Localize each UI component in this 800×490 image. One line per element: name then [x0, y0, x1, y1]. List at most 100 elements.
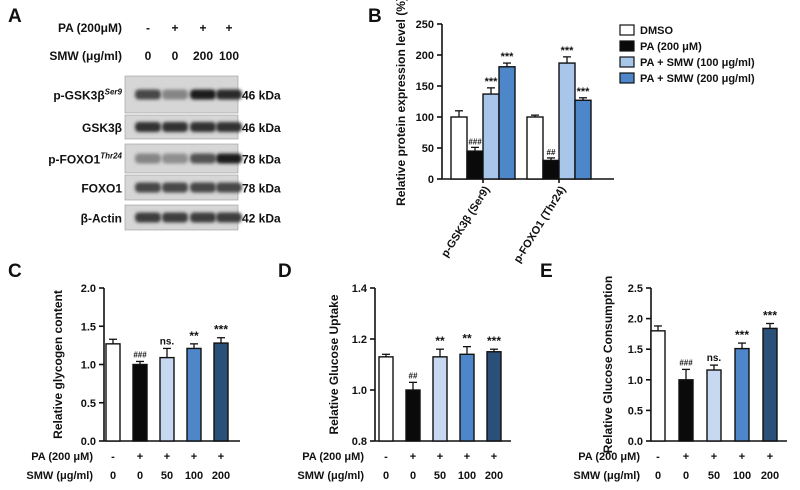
- pa-value: +: [683, 451, 689, 463]
- panel-letter-a: A: [8, 6, 22, 27]
- blot-band: [162, 212, 188, 223]
- blot-smw-value: 100: [219, 49, 239, 63]
- significance-label: ***: [561, 45, 575, 57]
- legend-swatch: [619, 56, 635, 68]
- blot-row: p-FOXO1Thr24 78 kDa: [48, 143, 281, 174]
- y-axis-title: Relative Glucose Consumption: [601, 276, 615, 453]
- blot-band: [135, 153, 161, 164]
- y-tick-label: 1.0: [81, 360, 96, 372]
- significance-label: ###: [133, 350, 147, 359]
- smw-value: 0: [655, 470, 661, 482]
- smw-value: 100: [458, 470, 476, 482]
- blot-smw-value: 200: [193, 49, 213, 63]
- pa-value: -: [111, 451, 115, 463]
- bar: [542, 159, 560, 180]
- bar: [450, 116, 468, 180]
- panel-letter-e: E: [540, 261, 553, 282]
- y-tick-label: 1.2: [352, 334, 367, 346]
- significance-label: ***: [501, 51, 515, 63]
- blot-band: [162, 89, 188, 100]
- blot-band: [216, 212, 242, 223]
- blot-kda-label: 46 kDa: [242, 121, 281, 135]
- y-tick-label: 200: [416, 50, 434, 62]
- smw-value: 100: [733, 470, 751, 482]
- pa-value: +: [739, 451, 745, 463]
- blot-pa-label: PA (200μM): [58, 21, 122, 35]
- bar: [558, 62, 576, 180]
- legend-swatch: [619, 40, 635, 52]
- x-tick-label: p-GSK3β (Ser9): [439, 184, 492, 260]
- y-tick-label: 0.5: [628, 405, 643, 417]
- blot-smw-value: 0: [172, 49, 179, 63]
- glycogen-content-chart: 0.0 0.5 1.0 1.5 2.0 Relative glycogen content…: [26, 283, 240, 482]
- y-tick-label: 150: [416, 81, 434, 93]
- blot-row: GSK3β 46 kDa: [82, 114, 281, 140]
- pa-value: +: [437, 451, 443, 463]
- smw-value: 200: [212, 470, 230, 482]
- y-tick-label: 2.0: [81, 283, 96, 295]
- panel-letter-c: C: [8, 261, 22, 282]
- pa-value: +: [767, 451, 773, 463]
- y-axis-title: Relative Glucose Uptake: [327, 294, 341, 434]
- legend-label: DMSO: [640, 25, 673, 37]
- blot-band: [162, 122, 188, 132]
- blot-band: [190, 212, 216, 223]
- smw-value: 0: [137, 470, 143, 482]
- blot-pa-value: +: [225, 21, 232, 35]
- y-tick-label: 2.5: [628, 283, 643, 295]
- y-tick-label: 2.0: [628, 314, 643, 326]
- y-tick-label: 1.4: [352, 283, 368, 295]
- blot-pa-value: -: [146, 21, 150, 35]
- panel-letter-b: B: [368, 6, 382, 27]
- bar: [498, 66, 516, 180]
- pa-value: +: [491, 451, 497, 463]
- blot-band: [162, 182, 188, 193]
- y-tick-label: 1.5: [81, 321, 96, 333]
- y-tick-label: 250: [416, 19, 434, 31]
- smw-value: 0: [383, 470, 389, 482]
- blot-band: [190, 153, 216, 164]
- bar: [186, 347, 202, 442]
- y-tick-label: 1.0: [352, 385, 367, 397]
- significance-label: ###: [679, 358, 693, 367]
- smw-row-label: SMW (μg/ml): [297, 470, 364, 482]
- bar: [650, 330, 666, 442]
- pa-row-label: PA (200 μM): [578, 451, 640, 463]
- bar: [482, 93, 500, 180]
- smw-value: 0: [110, 470, 116, 482]
- pa-row-label: PA (200 μM): [302, 451, 364, 463]
- bar: [734, 347, 750, 442]
- panel-letter-d: D: [278, 261, 292, 282]
- significance-label: ***: [763, 308, 777, 322]
- significance-label: ###: [468, 137, 482, 146]
- blot-band: [190, 89, 216, 100]
- blot-band: [216, 89, 242, 100]
- blot-band: [162, 153, 188, 164]
- blot-smw-label: SMW (μg/ml): [49, 49, 122, 63]
- smw-row-label: SMW (μg/ml): [26, 470, 93, 482]
- legend-swatch: [619, 24, 635, 36]
- legend-label: PA (200 μM): [640, 41, 702, 53]
- blot-row: FOXO1 78 kDa: [81, 174, 281, 201]
- legend-swatch: [619, 72, 635, 84]
- bar: [159, 356, 175, 442]
- x-tick-label: p-FOXO1 (Thr24): [512, 184, 569, 265]
- bar: [105, 343, 121, 442]
- y-tick-label: 50: [422, 143, 434, 155]
- smw-value: 200: [761, 470, 779, 482]
- y-tick-label: 0.0: [628, 436, 643, 448]
- y-tick-label: 1.0: [628, 375, 643, 387]
- blot-pa-value: +: [171, 21, 178, 35]
- blot-band: [135, 182, 161, 193]
- y-axis-title: Relative glycogen content: [51, 290, 65, 439]
- y-axis-title: Relative protein expression level (%): [394, 0, 408, 206]
- glucose-consumption-chart: 0.0 0.5 1.0 1.5 2.0 2.5 Relative Glucose Consu…: [573, 276, 787, 482]
- blot-protein-label: GSK3β: [82, 121, 122, 135]
- blot-band: [190, 182, 216, 193]
- bar: [432, 356, 448, 442]
- y-tick-label: 0.0: [81, 436, 96, 448]
- significance-label: ##: [547, 148, 556, 157]
- bar: [466, 150, 484, 180]
- bar: [706, 369, 722, 442]
- smw-value: 50: [434, 470, 446, 482]
